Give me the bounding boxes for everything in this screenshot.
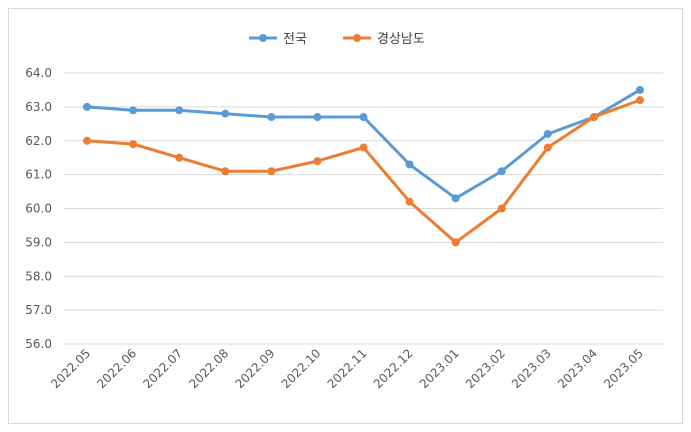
- x-axis: 2022.05 2022.06 2022.07 2022.08 2022.09 2022.…: [48, 346, 646, 391]
- data-point: [405, 197, 414, 206]
- legend-marker-gyeongnam: [353, 34, 361, 42]
- x-tick-label: 2023.02: [463, 346, 508, 391]
- x-tick-label: 2022.09: [232, 346, 277, 391]
- y-tick-label: 56.0: [25, 337, 52, 351]
- y-tick-label: 63.0: [25, 100, 52, 114]
- y-axis: 56.0 57.0 58.0 59.0 60.0 61.0 62.0 63.0 64.0: [25, 66, 52, 351]
- data-point: [83, 136, 92, 145]
- data-point: [359, 113, 368, 122]
- y-tick-label: 58.0: [25, 269, 52, 283]
- data-point: [221, 167, 230, 176]
- legend-label-gyeongnam: 경상남도: [377, 32, 425, 47]
- x-tick-label: 2022.08: [186, 346, 231, 391]
- series-group: [83, 85, 644, 247]
- data-point: [221, 109, 230, 118]
- x-tick-label: 2023.03: [509, 346, 554, 391]
- data-point: [129, 106, 138, 115]
- x-tick-label: 2022.06: [94, 346, 139, 391]
- data-point: [497, 204, 506, 213]
- legend-label-national: 전국: [283, 32, 307, 47]
- data-point: [635, 96, 644, 105]
- x-tick-label: 2022.07: [140, 346, 185, 391]
- x-tick-label: 2022.12: [371, 346, 416, 391]
- data-point: [543, 143, 552, 152]
- x-tick-label: 2023.04: [555, 346, 600, 391]
- data-point: [129, 140, 138, 149]
- legend: 전국 경상남도: [249, 32, 425, 47]
- y-tick-label: 60.0: [25, 202, 52, 216]
- data-point: [543, 129, 552, 138]
- data-point: [497, 167, 506, 176]
- data-point: [267, 113, 276, 122]
- data-point: [405, 160, 414, 169]
- data-point: [267, 167, 276, 176]
- legend-item-gyeongnam: 경상남도: [343, 32, 425, 47]
- series-line: [85, 98, 642, 244]
- gridlines: [64, 72, 663, 345]
- x-tick-label: 2023.01: [417, 346, 462, 391]
- data-point: [175, 106, 184, 115]
- data-point: [589, 113, 598, 122]
- data-point: [83, 102, 92, 111]
- y-tick-label: 57.0: [25, 303, 52, 317]
- data-point: [451, 238, 460, 247]
- data-point: [175, 153, 184, 162]
- y-tick-label: 64.0: [25, 66, 52, 80]
- x-tick-label: 2023.05: [601, 346, 646, 391]
- data-point: [359, 143, 368, 152]
- y-tick-label: 62.0: [25, 134, 52, 148]
- x-tick-label: 2022.05: [48, 346, 93, 391]
- legend-marker-national: [259, 34, 267, 42]
- y-tick-label: 61.0: [25, 168, 52, 182]
- x-tick-label: 2022.10: [279, 346, 324, 391]
- series-1: [83, 96, 644, 247]
- y-tick-label: 59.0: [25, 235, 52, 249]
- chart-frame: [8, 8, 683, 424]
- legend-item-national: 전국: [249, 32, 307, 47]
- data-point: [451, 194, 460, 203]
- x-tick-label: 2022.11: [325, 346, 370, 391]
- data-point: [313, 157, 322, 166]
- data-point: [635, 85, 644, 94]
- series-0: [83, 85, 644, 203]
- data-point: [313, 113, 322, 122]
